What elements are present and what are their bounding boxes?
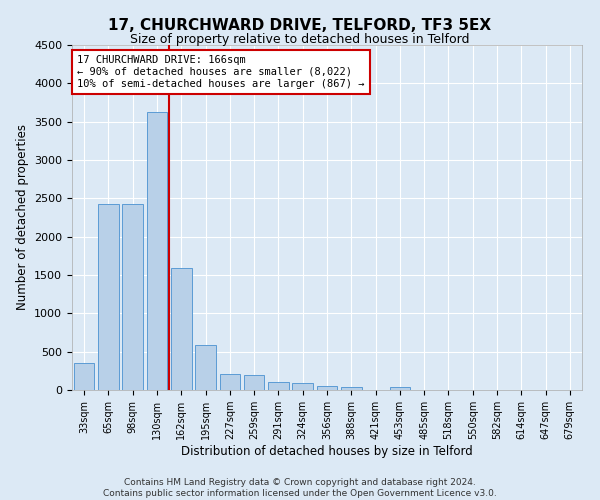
Bar xyxy=(171,268,191,390)
Bar xyxy=(341,387,362,390)
Y-axis label: Number of detached properties: Number of detached properties xyxy=(16,124,29,310)
Text: Size of property relative to detached houses in Telford: Size of property relative to detached ho… xyxy=(130,32,470,46)
Bar xyxy=(146,112,167,390)
Bar xyxy=(268,382,289,390)
Bar xyxy=(220,374,240,390)
Bar xyxy=(244,374,265,390)
Bar xyxy=(74,363,94,390)
Text: 17, CHURCHWARD DRIVE, TELFORD, TF3 5EX: 17, CHURCHWARD DRIVE, TELFORD, TF3 5EX xyxy=(109,18,491,32)
Bar xyxy=(317,386,337,390)
Bar xyxy=(122,204,143,390)
Bar xyxy=(292,383,313,390)
X-axis label: Distribution of detached houses by size in Telford: Distribution of detached houses by size … xyxy=(181,445,473,458)
Text: Contains HM Land Registry data © Crown copyright and database right 2024.
Contai: Contains HM Land Registry data © Crown c… xyxy=(103,478,497,498)
Text: 17 CHURCHWARD DRIVE: 166sqm
← 90% of detached houses are smaller (8,022)
10% of : 17 CHURCHWARD DRIVE: 166sqm ← 90% of det… xyxy=(77,56,365,88)
Bar xyxy=(98,204,119,390)
Bar xyxy=(389,386,410,390)
Bar xyxy=(195,345,216,390)
